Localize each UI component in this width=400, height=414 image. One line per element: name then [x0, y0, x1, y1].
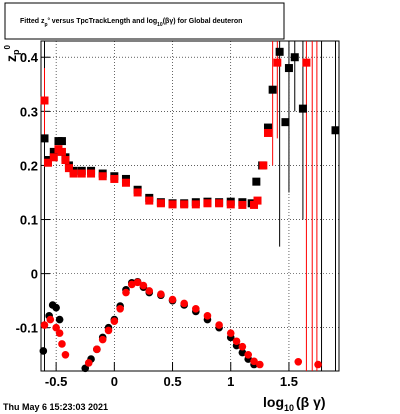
circle-marker [52, 303, 60, 312]
chart-title: Fitted zp0 versus TpcTrackLength and log… [20, 16, 242, 28]
data-points [39, 47, 340, 373]
circle-marker [84, 359, 93, 367]
square-marker [43, 158, 52, 167]
square-marker [133, 188, 142, 197]
circle-marker [93, 345, 101, 354]
y-axis-label: zp0 [3, 45, 21, 63]
square-marker [250, 200, 259, 209]
square-marker [156, 199, 165, 208]
square-marker [263, 123, 272, 132]
plot-frame [40, 40, 340, 372]
circle-marker [116, 304, 124, 313]
x-tick-label: 1.5 [280, 374, 298, 389]
square-marker [281, 118, 290, 127]
square-marker [57, 147, 66, 156]
x-tick-label: 1 [227, 374, 234, 389]
square-marker [268, 85, 277, 94]
square-marker [69, 169, 78, 178]
y-tick-label: 0.2 [20, 158, 38, 173]
square-marker [284, 64, 293, 73]
y-tick-label: 0.1 [20, 213, 38, 228]
error-bars [43, 41, 337, 371]
circle-marker [314, 360, 322, 369]
x-axis-label: log10 (β γ) [263, 394, 326, 413]
title-box [4, 2, 285, 40]
circle-marker [81, 364, 90, 373]
square-marker [290, 53, 299, 62]
circle-marker [55, 329, 64, 337]
circle-marker [46, 315, 55, 324]
y-tick-label: -0.1 [16, 321, 38, 336]
square-marker [87, 169, 96, 178]
square-marker [331, 126, 340, 135]
square-marker [110, 174, 119, 183]
circle-marker [244, 350, 253, 359]
timestamp-text: Thu May 6 15:23:03 2021 [3, 402, 108, 412]
circle-marker [58, 340, 66, 348]
y-tick-label: 0.3 [20, 104, 38, 119]
circle-marker [168, 295, 177, 304]
circle-marker [98, 335, 107, 344]
square-marker [64, 164, 73, 173]
y-tick-label: 0.4 [20, 50, 39, 65]
square-marker [61, 156, 70, 165]
square-marker [252, 177, 261, 186]
circle-marker [104, 326, 113, 335]
circle-marker [110, 317, 119, 326]
circle-marker [250, 357, 258, 366]
circle-marker [52, 323, 60, 332]
circle-marker [139, 281, 148, 290]
square-marker [259, 161, 268, 170]
square-marker [275, 47, 284, 56]
square-marker [145, 196, 154, 205]
square-marker [40, 134, 49, 143]
x-tick-label: 0.5 [164, 374, 182, 389]
circle-marker [238, 348, 247, 357]
square-marker [238, 200, 247, 209]
circle-marker [238, 342, 247, 351]
circle-marker [145, 287, 154, 295]
circle-marker [203, 312, 212, 320]
circle-marker [180, 299, 188, 308]
square-marker [203, 199, 212, 208]
square-marker [263, 128, 272, 137]
circle-marker [40, 321, 49, 329]
square-marker [180, 200, 189, 209]
circle-marker [192, 304, 200, 313]
circle-marker [226, 329, 235, 337]
square-marker [77, 169, 86, 178]
circle-marker [122, 288, 130, 297]
square-marker [57, 137, 66, 146]
y-tick-label: 0 [31, 267, 38, 282]
circle-marker [133, 278, 142, 287]
circle-marker [157, 290, 165, 298]
circle-marker [61, 350, 70, 359]
circle-marker [39, 347, 48, 355]
square-marker [98, 172, 107, 181]
square-marker [253, 196, 262, 205]
square-marker [298, 104, 307, 113]
x-tick-label: 0 [111, 374, 118, 389]
circle-marker [294, 358, 303, 366]
square-marker [49, 153, 58, 162]
axis-ticks: -0.5 0 0.5 1 1.5 -0.1 0 0.1 0.2 0.3 0.4 [16, 50, 298, 389]
x-tick-label: -0.5 [45, 374, 67, 389]
square-marker [215, 199, 224, 208]
circle-marker [55, 315, 64, 324]
square-marker [121, 178, 130, 187]
square-marker [226, 200, 235, 209]
square-marker [168, 200, 177, 209]
circle-marker [127, 280, 136, 289]
square-marker [302, 58, 311, 67]
square-marker [273, 58, 282, 67]
square-marker [40, 96, 49, 105]
square-marker [49, 147, 58, 156]
square-marker [191, 200, 200, 209]
circle-marker [256, 360, 264, 369]
circle-marker [232, 337, 241, 346]
circle-marker [215, 321, 223, 329]
